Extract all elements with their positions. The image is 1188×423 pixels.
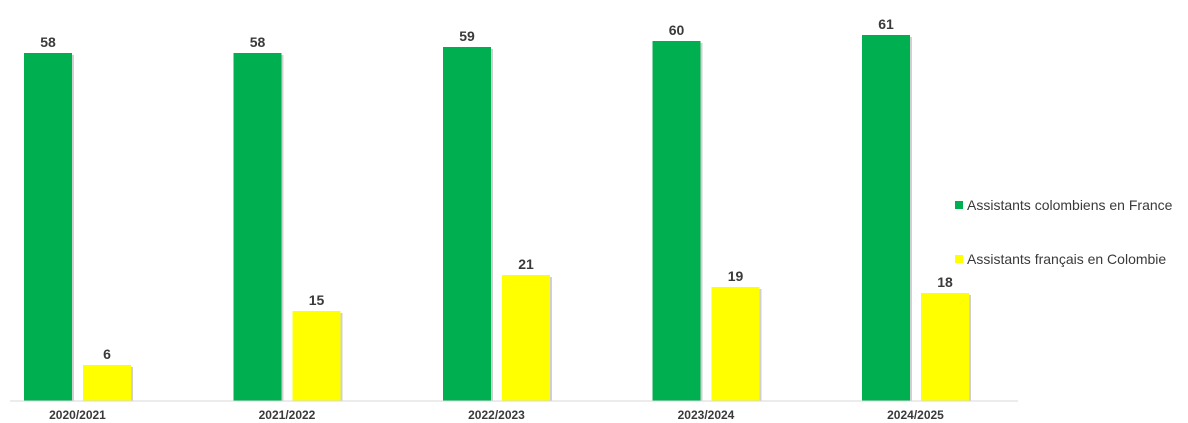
x-tick-label-0: 2020/2021 [49, 408, 106, 422]
bar-shadow-series0-4 [910, 37, 912, 401]
bar-shadow-series0-2 [491, 49, 493, 401]
value-label-series0-3: 60 [669, 22, 685, 38]
value-label-series0-4: 61 [878, 16, 894, 32]
bar-shadow-series0-1 [281, 55, 284, 401]
value-label-series0-2: 59 [459, 28, 475, 44]
bar-series1-3 [711, 287, 760, 401]
bar-series0-2 [443, 47, 491, 401]
bar-series1-0 [83, 365, 131, 401]
value-label-series1-3: 19 [728, 268, 744, 284]
bar-series0-4 [862, 35, 910, 401]
legend-swatch-1 [955, 255, 963, 263]
legend-swatch-0 [955, 201, 963, 209]
value-labels-layer: 58 6 58 15 59 21 60 19 61 18 [40, 16, 953, 362]
bar-series0-1 [233, 53, 282, 401]
bar-series0-3 [652, 41, 701, 401]
value-label-series1-0: 6 [103, 346, 111, 362]
x-axis-tick-labels: 2020/2021 2021/2022 2022/2023 2023/2024 2024… [49, 408, 944, 422]
x-tick-label-4: 2024/2025 [887, 408, 944, 422]
value-label-series1-2: 21 [518, 256, 534, 272]
value-label-series0-1: 58 [250, 34, 266, 50]
bar-shadow-series0-0 [72, 55, 74, 401]
bar-shadow-series1-4 [969, 295, 971, 401]
bar-shadow-series0-3 [700, 43, 703, 401]
legend-label-0: Assistants colombiens en France [967, 197, 1173, 213]
legend-item-1: Assistants français en Colombie [955, 251, 1166, 267]
bar-series0-0 [24, 53, 72, 401]
bar-shadow-series1-3 [759, 289, 762, 401]
value-label-series1-1: 15 [309, 292, 325, 308]
bar-series1-1 [292, 311, 341, 401]
x-tick-label-1: 2021/2022 [259, 408, 316, 422]
bar-shadow-series1-2 [550, 277, 552, 401]
bar-series1-4 [921, 293, 969, 401]
x-tick-label-2: 2022/2023 [468, 408, 525, 422]
legend: Assistants colombiens en France Assistan… [955, 197, 1173, 267]
x-tick-label-3: 2023/2024 [678, 408, 735, 422]
legend-item-0: Assistants colombiens en France [955, 197, 1173, 213]
value-label-series0-0: 58 [40, 34, 56, 50]
bar-series1-2 [502, 275, 550, 401]
bars-layer [24, 35, 971, 401]
bar-shadow-series1-1 [340, 313, 343, 401]
value-label-series1-4: 18 [937, 274, 953, 290]
legend-label-1: Assistants français en Colombie [967, 251, 1166, 267]
bar-shadow-series1-0 [131, 367, 133, 401]
